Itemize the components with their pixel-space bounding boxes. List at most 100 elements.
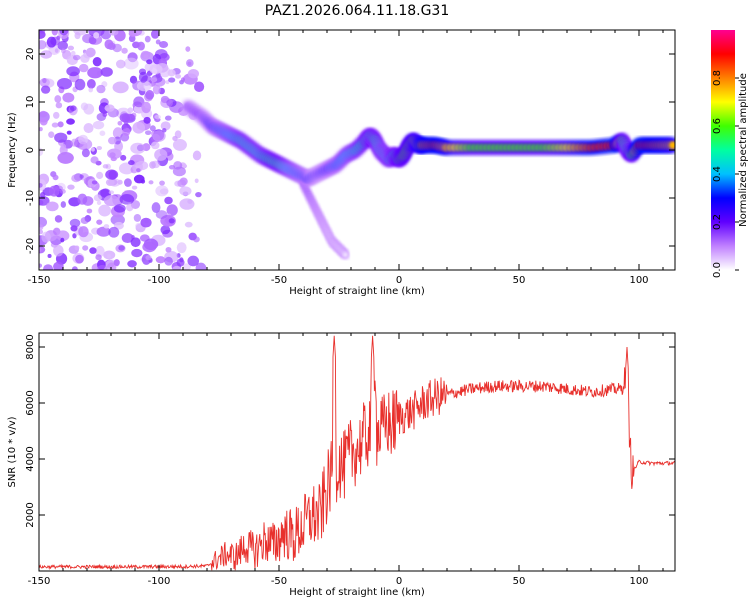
noise-blob [122,124,127,130]
noise-blob [151,202,161,213]
noise-blob [120,154,127,161]
noise-blob [39,263,43,268]
snr-y-label: SNR (10 * v/v) [7,416,18,487]
noise-blob [113,259,120,267]
noise-blob [97,265,108,270]
noise-blob [155,72,161,78]
y-tick-label: 0 [25,147,36,153]
noise-blob [57,121,64,128]
noise-blob [77,193,88,205]
noise-blob [60,237,65,243]
noise-blob [66,66,80,77]
noise-blob [53,261,64,270]
noise-blob [82,245,89,251]
noise-blob [62,92,75,103]
noise-blob [121,47,128,54]
noise-blob [86,79,96,89]
noise-blob [80,216,89,224]
noise-blob [140,50,151,60]
noise-blob [43,264,54,270]
noise-blob [164,196,173,205]
noise-blob [187,255,200,267]
noise-blob [146,59,153,65]
noise-blob [172,138,187,151]
noise-blob [113,204,126,213]
noise-blob [135,222,143,230]
noise-blob [75,254,84,264]
noise-blob [118,245,125,251]
noise-blob [40,50,53,59]
noise-blob [119,194,135,205]
noise-blob [61,48,66,54]
noise-blob [85,47,96,58]
noise-blob [93,194,102,202]
noise-blob [54,215,63,223]
noise-blob [105,178,115,186]
noise-blob [47,253,52,259]
noise-blob [175,73,182,79]
noise-blob [106,254,112,259]
noise-blob [69,218,81,228]
noise-blob [186,59,194,68]
noise-blob [131,248,143,258]
noise-blob [152,130,166,142]
noise-blob [79,141,88,150]
noise-blob [132,121,146,134]
noise-blob [104,104,115,112]
noise-blob [74,32,81,40]
noise-blob [40,85,51,94]
noise-blob [114,136,122,145]
noise-blob [136,168,141,173]
noise-blob [88,37,97,45]
noise-blob [126,203,134,212]
snr-series [39,335,675,571]
noise-blob [176,242,187,254]
noise-blob [155,256,166,264]
x-tick-label: -100 [148,576,171,587]
noise-blob [162,128,167,133]
colorbar-ticks: 0.0 0.2 0.4 0.6 0.8 [712,70,739,278]
noise-blob [140,217,152,228]
noise-blob [74,78,86,91]
noise-blob [39,224,44,231]
x-tick-label: 50 [513,275,526,286]
noise-blob [54,48,59,53]
noise-blob [69,105,77,112]
noise-blob [96,146,103,151]
noise-blob [152,84,161,95]
noise-blob [103,224,110,229]
noise-blob [144,35,151,43]
noise-blob [179,198,195,210]
noise-blob [89,247,97,254]
noise-blob [39,30,46,34]
noise-blob [143,116,151,124]
x-tick-label: -150 [28,275,51,286]
spectrogram-x-label: Height of straight line (km) [289,286,425,297]
noise-blob [53,111,60,119]
noise-blob [145,90,155,100]
noise-blob [39,192,46,198]
noise-blob [39,40,47,50]
noise-blob [164,256,173,266]
colorbar-tick-label: 0.0 [712,262,723,278]
noise-blob [117,120,123,126]
snr-frame [38,332,676,572]
noise-blob [56,230,70,242]
noise-blob [128,160,135,166]
noise-blob [99,130,106,136]
noise-blob [112,81,129,94]
noise-blob [39,117,48,126]
noise-blob [103,195,120,207]
noise-blob [160,225,171,235]
x-tick-label: -50 [271,275,287,286]
noise-blob [57,151,74,164]
noise-blob [165,80,170,85]
noise-blob [151,141,160,150]
noise-blob [142,241,157,253]
colorbar-label: Normalized spectral amplitude [738,73,749,227]
x-tick-label: 100 [629,275,648,286]
noise-blob [88,87,93,93]
noise-blob [83,103,95,115]
y-tick-label: -20 [25,238,36,254]
